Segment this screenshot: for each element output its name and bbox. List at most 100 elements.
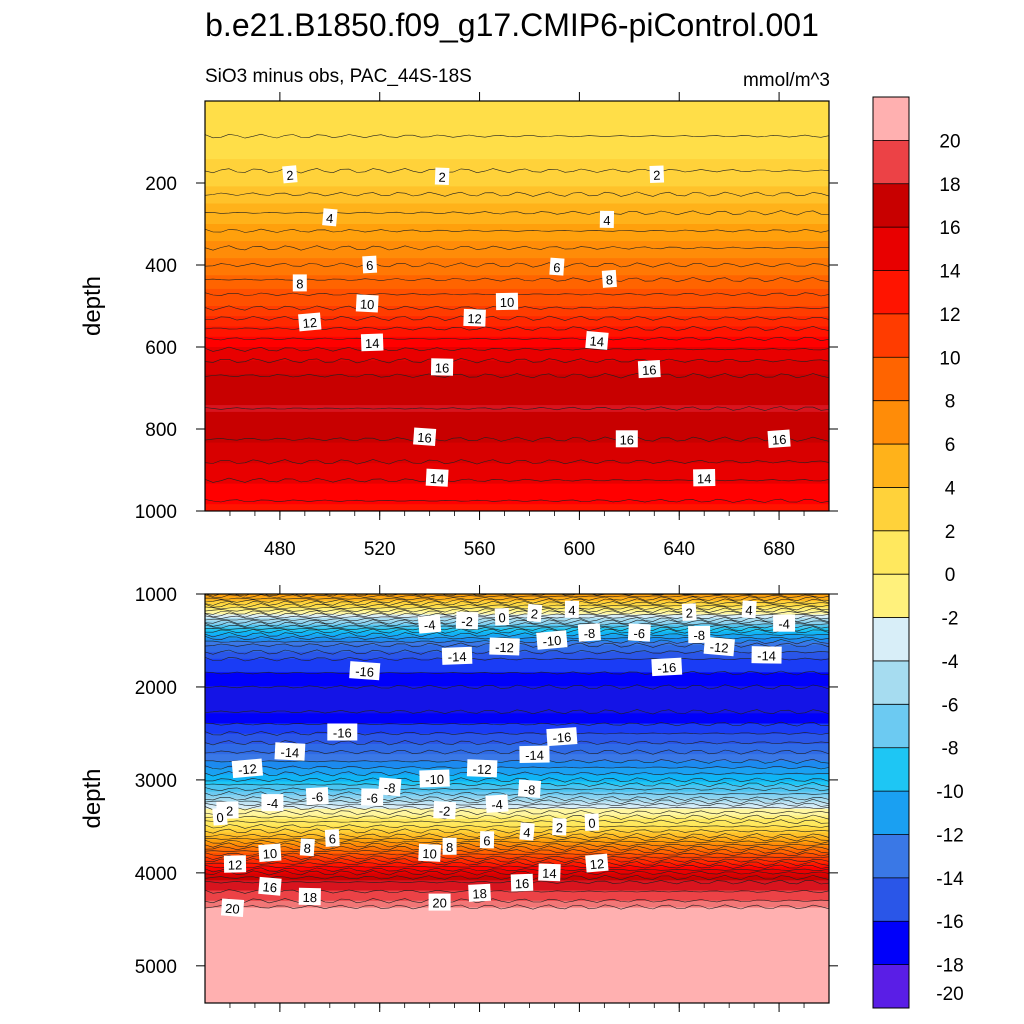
field-band	[205, 856, 829, 861]
field-band	[205, 863, 829, 868]
contour-label-box	[546, 727, 578, 747]
contour-label: 0	[584, 813, 600, 831]
contour-line	[205, 787, 829, 792]
contour-label: 6	[479, 831, 495, 849]
field-band	[205, 381, 829, 386]
contour-label: 14	[585, 330, 609, 350]
contour-label-text: 0	[588, 816, 596, 831]
field-band	[205, 169, 829, 174]
contour-line	[205, 777, 829, 783]
field-band	[205, 686, 829, 691]
contour-label-box	[585, 330, 609, 350]
field-band	[205, 254, 829, 259]
contour-label-box	[489, 637, 520, 656]
field-band	[205, 234, 829, 239]
contour-line	[205, 802, 829, 807]
x-tick-label: 480	[264, 539, 296, 560]
contour-label-text: 10	[500, 295, 515, 310]
field-band	[205, 958, 829, 963]
field-band	[205, 159, 829, 164]
field-band	[205, 849, 829, 854]
contour-label-text: 18	[472, 886, 487, 902]
colorbar-label: -2	[942, 609, 959, 630]
colorbar-swatch	[873, 530, 909, 575]
contour-label-box	[425, 468, 449, 487]
contour-label-box	[517, 779, 542, 798]
field-band	[205, 672, 829, 677]
contour-label-box	[519, 822, 535, 841]
field-band	[205, 319, 829, 324]
contour-label-box	[413, 427, 437, 446]
field-band	[205, 394, 829, 399]
contour-label-text: 16	[262, 879, 278, 895]
contour-label-box	[434, 167, 450, 186]
field-band	[205, 968, 829, 973]
y-tick-label: 4000	[135, 864, 177, 885]
field-band	[205, 145, 829, 150]
field-band	[205, 870, 829, 875]
contour-label-box	[361, 788, 384, 806]
contour-label: 8	[299, 838, 315, 857]
contour-label-box	[282, 165, 298, 184]
contour-line	[205, 791, 829, 797]
contour-line	[205, 656, 829, 662]
contour-line	[205, 670, 829, 676]
colorbar-swatch	[873, 97, 909, 141]
field-band	[205, 490, 829, 495]
colorbar-swatch	[873, 227, 909, 272]
contour-label-box	[495, 292, 519, 311]
contour-label-text: 2	[685, 605, 693, 620]
contour-label: 16	[615, 430, 638, 448]
contour-label: 12	[463, 308, 486, 327]
contour-field	[205, 101, 829, 511]
colorbar-swatch	[873, 660, 909, 705]
field-band	[205, 665, 829, 670]
contour-line	[205, 758, 829, 764]
contour-label-box	[564, 600, 580, 618]
field-band	[205, 104, 829, 109]
field-band	[205, 928, 829, 933]
contour-label: 2	[552, 818, 567, 836]
contour-label-text: -12	[495, 640, 514, 656]
contour-line	[205, 596, 829, 602]
upper-panel: 2 2 2 4 4 6 6 8 8 10 10 12 12 14 14 16 16 16 16 16 14 14 480 52…	[79, 92, 838, 560]
colorbar-label: 2	[945, 522, 956, 543]
field-band	[205, 114, 829, 119]
contour-label: 10	[495, 292, 519, 311]
contour-line	[205, 210, 829, 216]
contour-label: -4	[773, 614, 796, 632]
field-band	[205, 743, 829, 748]
colorbar-label: -4	[942, 652, 959, 673]
field-band	[205, 989, 829, 994]
contour-label: 8	[292, 274, 307, 292]
field-band	[205, 224, 829, 229]
contour-label: 4	[564, 600, 580, 618]
field-band	[205, 155, 829, 160]
field-band	[205, 784, 829, 789]
field-band	[205, 692, 829, 697]
colorbar-frame	[872, 96, 910, 1009]
contour-line	[205, 168, 829, 174]
field-band	[205, 200, 829, 205]
x-tick-label: 680	[763, 539, 795, 560]
contour-label-box	[258, 843, 282, 863]
field-band	[205, 261, 829, 266]
contour-label: 18	[298, 887, 321, 906]
contour-label-box	[299, 838, 315, 857]
contour-label: 2	[649, 165, 665, 184]
contour-line	[205, 870, 829, 876]
contour-line	[205, 191, 829, 197]
colorbar-swatch	[873, 400, 909, 445]
field-band	[205, 415, 829, 420]
field-band	[205, 747, 829, 752]
contour-label: 12	[223, 855, 247, 873]
contour-label-text: -6	[633, 626, 645, 642]
field-band	[205, 675, 829, 680]
contour-line	[205, 610, 829, 616]
field-band	[205, 435, 829, 440]
contour-label-text: -6	[366, 791, 378, 806]
contour-label-box	[741, 600, 757, 619]
contour-label: 16	[413, 427, 437, 446]
field-band	[205, 617, 829, 622]
